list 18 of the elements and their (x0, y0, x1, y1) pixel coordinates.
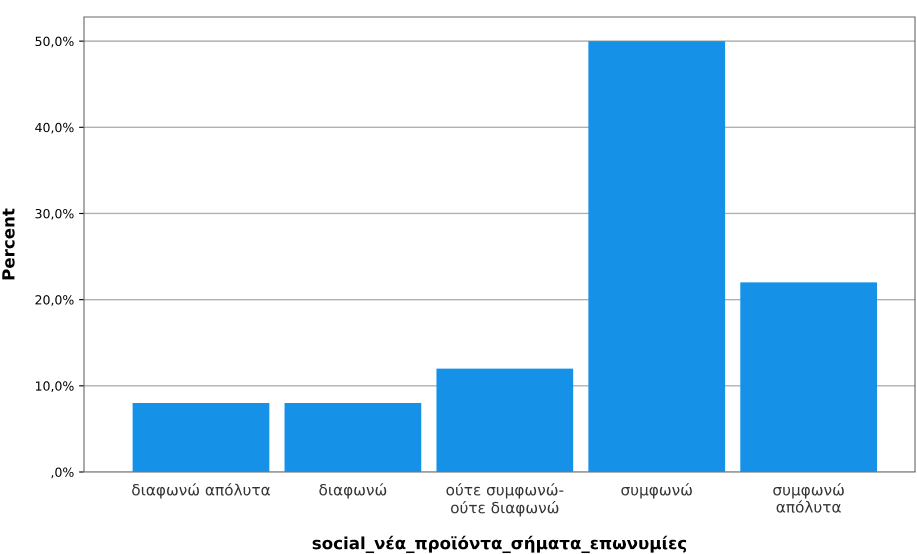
y-axis-title: Percent (2, 208, 15, 280)
bar (284, 403, 422, 472)
bar (740, 282, 878, 472)
y-tick-label: ,0% (51, 467, 74, 478)
y-tick-label: 30,0% (36, 208, 74, 220)
bar (588, 41, 726, 472)
y-tick-label: 40,0% (35, 122, 74, 134)
y-tick-label: 10,0% (36, 381, 74, 392)
x-axis-title: social_νέα_προϊόντα_σήματα_επωνυμίες (312, 536, 686, 554)
x-tick-label: διαφωνώ (319, 483, 386, 499)
bar (436, 368, 574, 472)
x-tick-label: διαφωνώ απόλυτα (132, 483, 270, 499)
y-tick-label: 50,0% (36, 36, 74, 48)
x-tick-label: συμφωνώ (621, 483, 692, 499)
x-tick-label: συμφωνώ απόλυτα (773, 483, 844, 513)
bar (132, 403, 270, 472)
x-tick-label: ούτε συμφωνώ- ούτε διαφωνώ (446, 483, 564, 516)
y-tick-label: 20,0% (35, 295, 74, 306)
